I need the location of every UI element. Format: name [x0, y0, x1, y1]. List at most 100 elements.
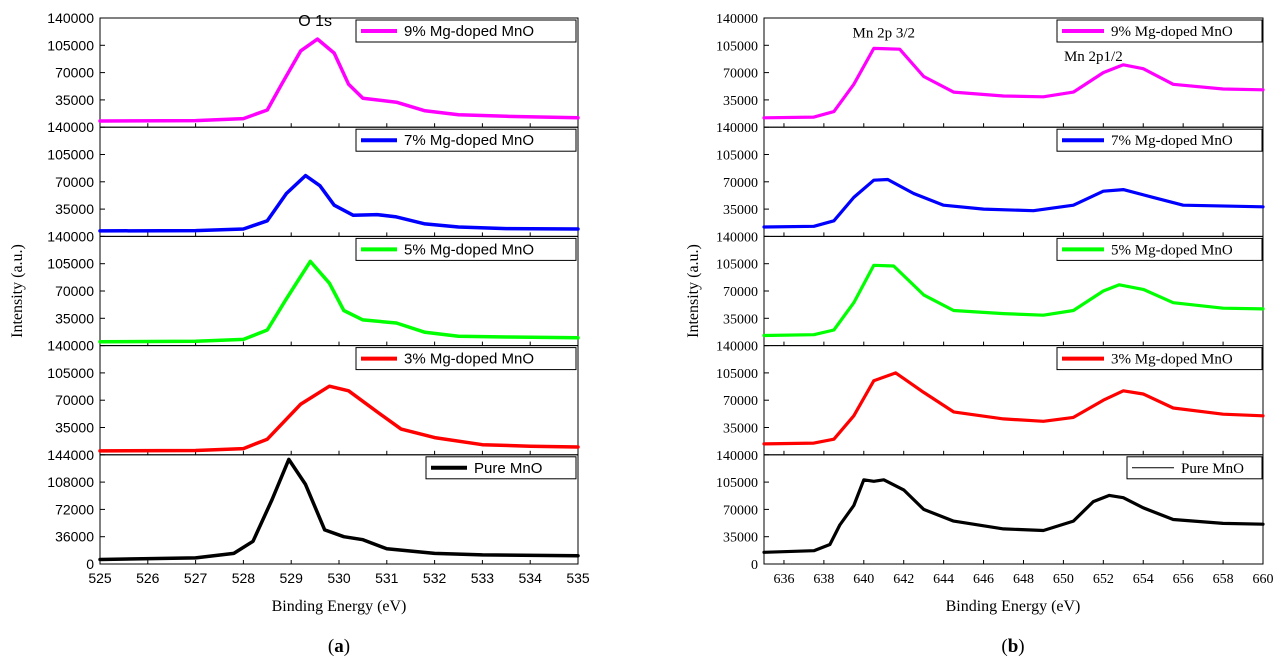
panel-label: (a) [328, 636, 350, 657]
y-tick-label: 0 [86, 556, 94, 572]
y-tick-label: 140000 [716, 230, 758, 245]
x-tick-label: 660 [1253, 572, 1274, 587]
series-line [762, 478, 1265, 554]
legend-label: 9% Mg-doped MnO [1111, 24, 1233, 40]
subplot: 140000 105000 70000 35000 7% Mg-doped MnO [716, 121, 1265, 237]
y-tick-label: 70000 [55, 392, 94, 408]
y-tick-label: 140000 [47, 10, 94, 26]
y-tick-label: 105000 [47, 147, 94, 163]
x-tick-label: 640 [853, 572, 874, 587]
y-tick-label: 105000 [716, 258, 758, 273]
x-axis-title: Binding Energy (eV) [272, 598, 407, 615]
y-tick-label: 35000 [55, 201, 94, 217]
x-tick-label: 658 [1213, 572, 1234, 587]
x-tick-label: 650 [1053, 572, 1074, 587]
x-axis-title: Binding Energy (eV) [946, 598, 1081, 615]
x-tick-label: 642 [893, 572, 914, 587]
series-line [98, 457, 580, 562]
y-tick-label: 0 [751, 558, 758, 573]
x-tick-label: 652 [1093, 572, 1114, 587]
x-tick-label: 530 [327, 570, 351, 586]
y-tick-label: 108000 [47, 474, 94, 490]
legend-box [1056, 347, 1263, 371]
y-tick-label: 140000 [716, 12, 758, 27]
subplot: 140000 105000 70000 35000 5% Mg-doped MnO [716, 230, 1265, 347]
series-line [98, 384, 580, 453]
y-tick-label: 144000 [47, 447, 94, 463]
subplot: 140000 105000 70000 35000 3% Mg-doped MnO [47, 338, 580, 456]
y-tick-label: 70000 [723, 503, 758, 518]
legend-label: 5% Mg-doped MnO [404, 241, 534, 258]
series-line [762, 263, 1265, 338]
y-tick-label: 35000 [55, 310, 94, 326]
legend-box [355, 237, 577, 261]
y-tick-label: 35000 [55, 420, 94, 436]
y-tick-label: 105000 [47, 256, 94, 272]
x-tick-label: 528 [232, 570, 256, 586]
legend-label: 3% Mg-doped MnO [1111, 352, 1233, 368]
y-tick-label: 105000 [716, 476, 758, 491]
series-line [98, 37, 580, 123]
legend-label: Pure MnO [1181, 461, 1244, 477]
x-tick-label: 535 [566, 570, 590, 586]
y-tick-label: 35000 [723, 531, 758, 546]
subplot: 144000 108000 72000 36000 0 Pure MnO [47, 447, 580, 572]
legend-label: 7% Mg-doped MnO [1111, 133, 1233, 149]
x-tick-label: 656 [1173, 572, 1194, 587]
legend-label: Pure MnO [474, 460, 542, 477]
x-tick-label: 638 [813, 572, 834, 587]
legend-box [1056, 237, 1263, 261]
legend-label: 3% Mg-doped MnO [404, 351, 534, 368]
y-axis-title: Intensity (a.u.) [9, 244, 26, 338]
y-tick-label: 70000 [55, 283, 94, 299]
y-tick-label: 35000 [55, 92, 94, 108]
x-tick-label: 527 [184, 570, 208, 586]
x-tick-label: 529 [280, 570, 304, 586]
x-tick-label: 533 [471, 570, 495, 586]
legend-box [355, 347, 577, 371]
x-tick-label: 532 [423, 570, 447, 586]
series-line [762, 46, 1265, 120]
peak-annotation: Mn 2p 3/2 [853, 26, 916, 42]
y-tick-label: 35000 [723, 94, 758, 109]
y-tick-label: 105000 [716, 149, 758, 164]
subplot: 140000 105000 70000 35000 5% Mg-doped MnO [47, 228, 580, 347]
legend-box [355, 19, 577, 43]
series-line [762, 177, 1265, 229]
y-tick-label: 70000 [723, 67, 758, 82]
legend-box [425, 456, 577, 480]
subplot: 140000 105000 70000 35000 0 Pure MnO [716, 449, 1265, 573]
series-line [98, 259, 580, 344]
x-tick-label: 648 [1013, 572, 1034, 587]
y-tick-label: 35000 [723, 422, 758, 437]
y-axis-title: Intensity (a.u.) [685, 244, 702, 338]
y-tick-label: 36000 [55, 529, 94, 545]
y-tick-label: 70000 [723, 285, 758, 300]
y-tick-label: 70000 [723, 394, 758, 409]
y-tick-label: 105000 [47, 37, 94, 53]
subplot: 140000 105000 70000 35000 7% Mg-doped MnO [47, 119, 580, 237]
legend-box [1056, 128, 1263, 152]
subplot: 140000 105000 70000 35000 3% Mg-doped MnO [716, 340, 1265, 456]
y-tick-label: 35000 [723, 312, 758, 327]
y-tick-label: 140000 [716, 449, 758, 464]
y-tick-label: 105000 [716, 39, 758, 54]
legend-label: 5% Mg-doped MnO [1111, 242, 1233, 258]
y-tick-label: 70000 [723, 176, 758, 191]
x-tick-label: 636 [773, 572, 794, 587]
x-tick-label: 534 [519, 570, 543, 586]
x-tick-label: 646 [973, 572, 994, 587]
y-tick-label: 140000 [47, 119, 94, 135]
subplot: 140000 105000 70000 35000 9% Mg-doped MnO [716, 12, 1265, 128]
x-tick-label: 654 [1133, 572, 1154, 587]
peak-annotation: O 1s [298, 13, 332, 30]
peak-annotation: Mn 2p1/2 [1064, 49, 1123, 65]
subplot: 140000 105000 70000 35000 9% Mg-doped MnO [47, 10, 580, 128]
y-tick-label: 105000 [716, 367, 758, 382]
legend-label: 7% Mg-doped MnO [404, 132, 534, 149]
y-tick-label: 140000 [716, 340, 758, 355]
y-tick-label: 140000 [47, 338, 94, 354]
